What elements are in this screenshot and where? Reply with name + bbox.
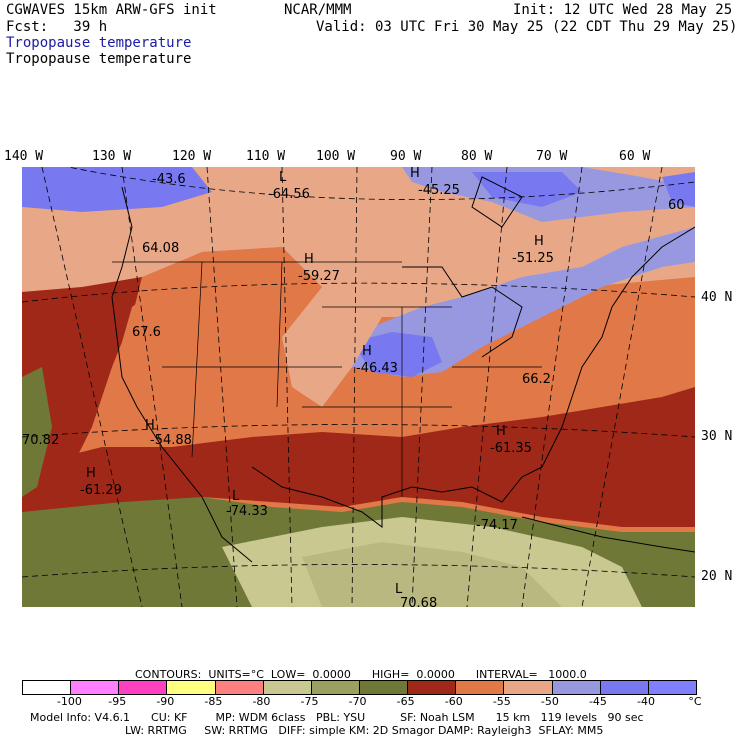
label-h-sw-value: -54.88 bbox=[150, 433, 192, 448]
legend-tick-label: -40 bbox=[637, 695, 655, 708]
label-ne-value: 60 bbox=[668, 198, 685, 213]
model-title: CGWAVES 15km ARW-GFS init bbox=[6, 2, 217, 18]
label-h-se: H bbox=[496, 424, 506, 439]
model-info-line2: LW: RRTMG SW: RRTMG DIFF: simple KM: 2D … bbox=[125, 724, 604, 737]
borders bbox=[112, 261, 542, 497]
legend-swatch bbox=[504, 681, 553, 694]
label-l-mexico: L bbox=[232, 489, 240, 504]
label-gulf-value: -74.17 bbox=[476, 518, 518, 533]
legend-tick-label: -100 bbox=[56, 695, 82, 708]
legend-tick-label: °C bbox=[688, 695, 702, 708]
model-info-line1: Model Info: V4.6.1 CU: KF MP: WDM 6class… bbox=[30, 711, 644, 724]
tropopause-temperature-map bbox=[22, 167, 695, 607]
lat-label-20n: 20 N bbox=[701, 569, 733, 584]
map-olive-west bbox=[22, 367, 52, 497]
map-salmon-midwest bbox=[282, 287, 382, 407]
legend-swatch bbox=[119, 681, 168, 694]
map-cold-band-north bbox=[22, 167, 212, 212]
label-h-pacific: H bbox=[86, 466, 96, 481]
legend-swatch bbox=[456, 681, 505, 694]
legend-swatch bbox=[359, 681, 409, 694]
label-h-nw-value: -43.6 bbox=[152, 172, 186, 187]
legend-swatch bbox=[71, 681, 120, 694]
forecast-hour: Fcst: 39 h bbox=[6, 19, 108, 35]
graticule bbox=[22, 167, 695, 607]
lon-label-80w: 80 W bbox=[461, 149, 493, 164]
legend-tick-label: -55 bbox=[492, 695, 511, 708]
label-h-se-value: -61.35 bbox=[490, 441, 532, 456]
label-l-south: L bbox=[395, 582, 403, 597]
label-h-midwest-value: -46.43 bbox=[356, 361, 398, 376]
label-se-value: 66.2 bbox=[522, 372, 551, 387]
legend-tick-label: -60 bbox=[444, 695, 463, 708]
legend-swatch bbox=[311, 681, 360, 694]
legend-swatch bbox=[263, 681, 312, 694]
label-h-midwest: H bbox=[362, 344, 372, 359]
field-title-color: Tropopause temperature bbox=[6, 35, 192, 51]
map-blue-band-east bbox=[342, 167, 695, 377]
legend-tick-label: -70 bbox=[348, 695, 367, 708]
label-h-east-value: -51.25 bbox=[512, 251, 554, 266]
lon-label-130w: 130 W bbox=[92, 149, 132, 164]
lon-label-140w: 140 W bbox=[4, 149, 44, 164]
init-time: Init: 12 UTC Wed 28 May 25 bbox=[513, 2, 733, 18]
legend-tick-label: -95 bbox=[108, 695, 127, 708]
label-west-edge-value: 70.82 bbox=[22, 433, 60, 448]
legend-swatch bbox=[408, 681, 457, 694]
label-h-east: H bbox=[534, 234, 544, 249]
label-l-mexico-value: -74.33 bbox=[226, 504, 268, 519]
contour-info: CONTOURS: UNITS=°C LOW= 0.0000 HIGH= 0.0… bbox=[135, 668, 587, 681]
map-pale-gulf-inner bbox=[302, 542, 562, 607]
org-label: NCAR/MMM bbox=[284, 2, 352, 18]
legend-swatch bbox=[600, 681, 649, 694]
legend-tick-label: -75 bbox=[300, 695, 319, 708]
lat-label-30n: 30 N bbox=[701, 429, 733, 444]
legend-tick-label: -65 bbox=[396, 695, 415, 708]
lon-label-60w: 60 W bbox=[619, 149, 651, 164]
legend-swatch bbox=[552, 681, 601, 694]
map-blue-core bbox=[352, 332, 442, 377]
lon-label-110w: 110 W bbox=[246, 149, 286, 164]
legend-swatch bbox=[215, 681, 264, 694]
label-h-canada: H bbox=[410, 166, 420, 181]
valid-time: Valid: 03 UTC Fri 30 May 25 (22 CDT Thu … bbox=[316, 19, 738, 35]
map-darkred-south bbox=[22, 387, 695, 527]
lat-label-40n: 40 N bbox=[701, 290, 733, 305]
legend-swatch bbox=[167, 681, 216, 694]
label-pacific-value: 67.6 bbox=[132, 325, 161, 340]
legend-tick-label: -50 bbox=[540, 695, 559, 708]
label-h-sw: H bbox=[145, 418, 155, 433]
label-l-north: L bbox=[279, 170, 287, 185]
label-l-south-value: 70.68 bbox=[400, 596, 438, 611]
coastlines bbox=[111, 176, 695, 563]
color-legend bbox=[22, 680, 697, 695]
label-h-plains: H bbox=[304, 252, 314, 267]
lon-label-90w: 90 W bbox=[390, 149, 422, 164]
lon-label-120w: 120 W bbox=[172, 149, 212, 164]
label-l-north-value: -64.56 bbox=[268, 187, 310, 202]
label-h-pacific-value: -61.29 bbox=[80, 483, 122, 498]
field-title-line: Tropopause temperature bbox=[6, 51, 192, 67]
legend-swatch bbox=[23, 681, 72, 694]
label-west-value: 64.08 bbox=[142, 241, 180, 256]
map-ne-blue bbox=[662, 172, 695, 207]
lon-label-100w: 100 W bbox=[316, 149, 356, 164]
label-h-canada-value: -45.25 bbox=[418, 183, 460, 198]
label-h-plains-value: -59.27 bbox=[298, 269, 340, 284]
legend-tick-label: -45 bbox=[588, 695, 607, 708]
legend-tick-label: -80 bbox=[252, 695, 271, 708]
legend-tick-label: -90 bbox=[156, 695, 175, 708]
lon-label-70w: 70 W bbox=[536, 149, 568, 164]
legend-swatch bbox=[648, 681, 696, 694]
legend-tick-label: -85 bbox=[204, 695, 223, 708]
